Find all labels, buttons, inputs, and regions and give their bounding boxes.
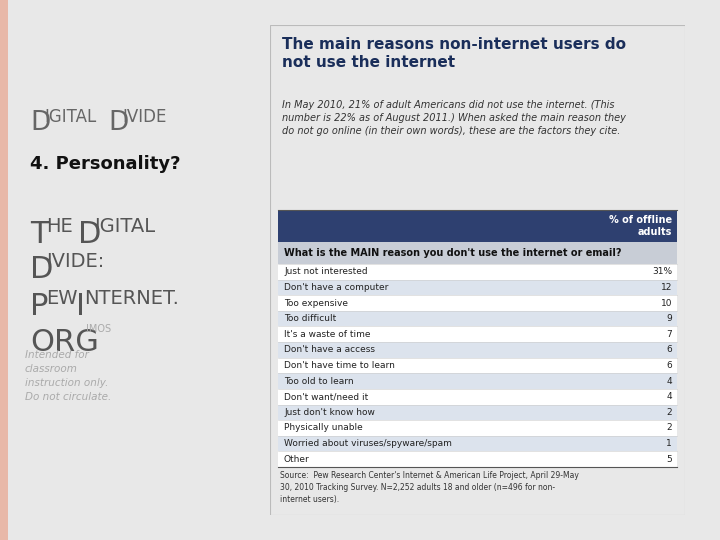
Text: Don't have a computer: Don't have a computer [284,283,388,292]
Bar [278,357,677,373]
Text: 4: 4 [667,392,672,401]
Text: IGITAL: IGITAL [44,108,96,126]
Bar [278,327,677,342]
Text: NTERNET.: NTERNET. [84,289,179,308]
Text: 6: 6 [666,346,672,354]
Text: 2: 2 [667,408,672,417]
Text: 1: 1 [666,439,672,448]
Text: 31%: 31% [652,267,672,276]
Text: IGITAL: IGITAL [94,217,155,236]
Text: % of offline
adults: % of offline adults [609,215,672,237]
Text: IMOS: IMOS [86,324,111,334]
Bar [278,311,677,327]
Text: D: D [30,255,53,284]
Text: Just don't know how: Just don't know how [284,408,375,417]
Text: 7: 7 [666,330,672,339]
Text: It's a waste of time: It's a waste of time [284,330,371,339]
Text: 2: 2 [667,423,672,433]
Bar [278,342,677,357]
Text: T: T [30,220,48,249]
Text: D: D [30,110,50,136]
Text: Physically unable: Physically unable [284,423,363,433]
Text: instruction only.: instruction only. [25,378,109,388]
Text: Too expensive: Too expensive [284,299,348,308]
Text: D: D [78,220,102,249]
Text: Do not circulate.: Do not circulate. [25,392,112,402]
Bar [0,0,8,540]
Text: 4. Personality?: 4. Personality? [30,155,181,173]
Text: EW: EW [46,289,78,308]
Text: In May 2010, 21% of adult Americans did not use the internet. (This
number is 22: In May 2010, 21% of adult Americans did … [282,100,626,136]
Bar [278,295,677,311]
Bar [278,280,677,295]
Bar [278,210,677,242]
Text: 9: 9 [666,314,672,323]
Text: Worried about viruses/spyware/spam: Worried about viruses/spyware/spam [284,439,452,448]
Bar [278,373,677,389]
Text: 4: 4 [667,376,672,386]
Text: P: P [30,292,48,321]
Text: D: D [108,110,128,136]
Text: Just not interested: Just not interested [284,267,368,276]
Bar [278,389,677,404]
Text: Too difficult: Too difficult [284,314,336,323]
Text: IVIDE:: IVIDE: [46,252,104,271]
Text: Intended for: Intended for [25,350,89,360]
Bar [278,264,677,280]
Text: Source:  Pew Research Center's Internet & American Life Project, April 29-May
30: Source: Pew Research Center's Internet &… [280,471,579,504]
Text: Other: Other [284,455,310,464]
Text: 5: 5 [666,455,672,464]
Bar [278,420,677,436]
Text: IVIDE: IVIDE [122,108,166,126]
Text: Don't want/need it: Don't want/need it [284,392,368,401]
Bar [278,451,677,467]
Bar [278,404,677,420]
Bar [278,436,677,451]
Text: Don't have time to learn: Don't have time to learn [284,361,395,370]
Text: ORG: ORG [30,328,99,357]
Text: I: I [76,292,85,321]
Text: Too old to learn: Too old to learn [284,376,354,386]
Text: 6: 6 [666,361,672,370]
Text: The main reasons non-internet users do
not use the internet: The main reasons non-internet users do n… [282,37,626,70]
Text: 12: 12 [661,283,672,292]
Text: 10: 10 [660,299,672,308]
Bar [278,242,677,264]
Text: What is the MAIN reason you don't use the internet or email?: What is the MAIN reason you don't use th… [284,248,621,258]
Text: classroom: classroom [25,364,78,374]
Text: Don't have a access: Don't have a access [284,346,375,354]
Text: HE: HE [46,217,73,236]
